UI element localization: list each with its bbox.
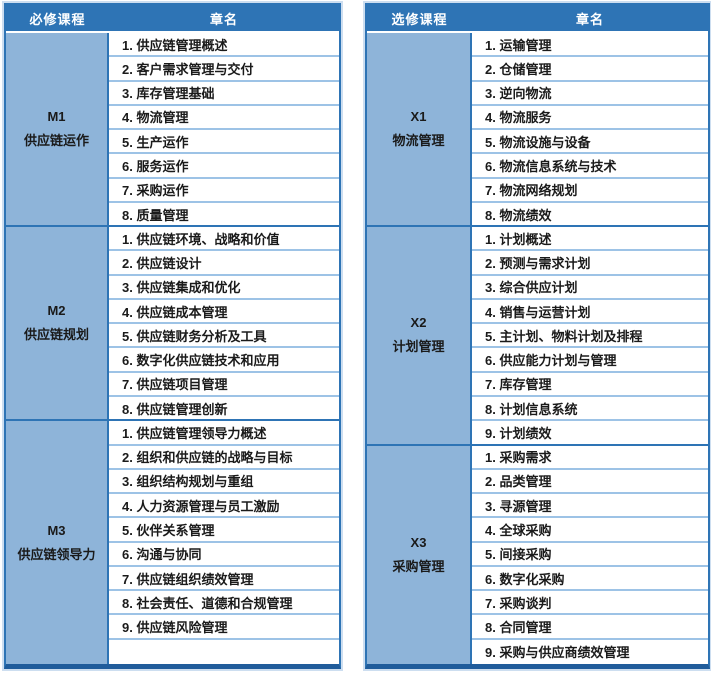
chapter-cell: 3. 供应链集成和优化 bbox=[109, 275, 339, 300]
chapter-cell: 9. 供应链风险管理 bbox=[109, 615, 339, 640]
section-name: 采购管理 bbox=[392, 558, 445, 574]
chapter-cell: 4. 人力资源管理与员工激励 bbox=[109, 494, 339, 519]
chapter-cell: 4. 物流管理 bbox=[109, 105, 339, 131]
section-code: M3 bbox=[47, 522, 66, 538]
chapter-cell: 9. 采购与供应商绩效管理 bbox=[472, 639, 708, 664]
section-name: 计划管理 bbox=[392, 339, 445, 355]
section-code: X3 bbox=[410, 534, 427, 550]
chapter-cell: 1. 运输管理 bbox=[472, 33, 708, 58]
chapter-cell: 2. 预测与需求计划 bbox=[472, 251, 708, 276]
chapter-cell: 6. 供应能力计划与管理 bbox=[472, 348, 708, 373]
elective-courses-table: 选修课程 章名 X1 物流管理 1. 运输管理 2. 仓储管理 3. 逆向物流 4. 物流服务… bbox=[365, 3, 710, 669]
chapter-cell: 7. 物流网络规划 bbox=[472, 178, 708, 203]
chapter-cell: 2. 供应链设计 bbox=[109, 251, 339, 276]
section-code: M1 bbox=[47, 109, 66, 125]
chapter-cell: 3. 寻源管理 bbox=[472, 494, 708, 519]
required-courses-table: 必修课程 章名 M1 供应链运作 1. 供应链管理概述 2. 客户需求管理与交付 3. 库存… bbox=[4, 3, 341, 669]
chapter-cell: 1. 供应链环境、战略和价值 bbox=[109, 227, 339, 252]
chapter-cell: 8. 合同管理 bbox=[472, 615, 708, 640]
course-column-header: 选修课程 bbox=[367, 5, 472, 33]
chapter-cell: 7. 库存管理 bbox=[472, 372, 708, 398]
chapter-column-header: 章名 bbox=[472, 5, 708, 33]
chapter-cell: 7. 采购运作 bbox=[109, 178, 339, 203]
chapter-cell: 5. 伙伴关系管理 bbox=[109, 518, 339, 543]
chapter-cell bbox=[109, 639, 339, 664]
section-name: 物流管理 bbox=[392, 133, 445, 149]
chapter-cell: 5. 物流设施与设备 bbox=[472, 130, 708, 155]
chapter-cell: 8. 物流绩效 bbox=[472, 202, 708, 228]
chapter-cell: 3. 逆向物流 bbox=[472, 81, 708, 106]
chapter-cell: 5. 生产运作 bbox=[109, 130, 339, 155]
section-name: 供应链运作 bbox=[23, 133, 89, 149]
chapter-cell: 8. 计划信息系统 bbox=[472, 397, 708, 422]
chapter-cell: 1. 计划概述 bbox=[472, 227, 708, 252]
chapter-cell: 3. 库存管理基础 bbox=[109, 81, 339, 106]
section-code: M2 bbox=[47, 303, 66, 319]
section-label-cell: M3 供应链领导力 bbox=[6, 421, 109, 664]
chapter-cell: 5. 主计划、物料计划及排程 bbox=[472, 324, 708, 349]
section-label-cell: M2 供应链规划 bbox=[6, 227, 109, 422]
chapter-cell: 9. 计划绩效 bbox=[472, 421, 708, 446]
chapter-cell: 8. 供应链管理创新 bbox=[109, 397, 339, 422]
course-column-header: 必修课程 bbox=[6, 5, 109, 33]
chapter-cell: 2. 仓储管理 bbox=[472, 57, 708, 82]
chapter-cell: 6. 数字化采购 bbox=[472, 566, 708, 592]
chapter-cell: 8. 质量管理 bbox=[109, 202, 339, 228]
chapter-cell: 6. 物流信息系统与技术 bbox=[472, 154, 708, 179]
chapter-cell: 4. 销售与运营计划 bbox=[472, 299, 708, 325]
chapter-cell: 6. 数字化供应链技术和应用 bbox=[109, 348, 339, 373]
chapter-cell: 7. 供应链组织绩效管理 bbox=[109, 566, 339, 592]
section-label-cell: X1 物流管理 bbox=[367, 33, 472, 228]
chapter-column-header: 章名 bbox=[109, 5, 339, 33]
section-name: 供应链领导力 bbox=[17, 546, 96, 562]
chapter-cell: 1. 供应链管理概述 bbox=[109, 33, 339, 58]
section-name: 供应链规划 bbox=[23, 327, 89, 343]
section-label-cell: X2 计划管理 bbox=[367, 227, 472, 446]
chapter-cell: 4. 全球采购 bbox=[472, 518, 708, 543]
section-label-cell: M1 供应链运作 bbox=[6, 33, 109, 228]
chapter-cell: 7. 供应链项目管理 bbox=[109, 372, 339, 398]
chapter-cell: 1. 供应链管理领导力概述 bbox=[109, 421, 339, 446]
chapter-cell: 3. 组织结构规划与重组 bbox=[109, 469, 339, 495]
chapter-cell: 1. 采购需求 bbox=[472, 445, 708, 470]
section-code: X2 bbox=[410, 315, 427, 331]
chapter-cell: 5. 间接采购 bbox=[472, 542, 708, 567]
section-label-cell: X3 采购管理 bbox=[367, 445, 472, 664]
chapter-cell: 6. 沟通与协同 bbox=[109, 542, 339, 567]
chapter-cell: 2. 组织和供应链的战略与目标 bbox=[109, 445, 339, 470]
chapter-cell: 7. 采购谈判 bbox=[472, 591, 708, 616]
chapter-cell: 4. 供应链成本管理 bbox=[109, 299, 339, 325]
chapter-cell: 6. 服务运作 bbox=[109, 154, 339, 179]
chapter-cell: 4. 物流服务 bbox=[472, 105, 708, 131]
chapter-cell: 5. 供应链财务分析及工具 bbox=[109, 324, 339, 349]
chapter-cell: 2. 品类管理 bbox=[472, 469, 708, 495]
section-code: X1 bbox=[410, 109, 427, 125]
chapter-cell: 8. 社会责任、道德和合规管理 bbox=[109, 591, 339, 616]
chapter-cell: 3. 综合供应计划 bbox=[472, 275, 708, 300]
chapter-cell: 2. 客户需求管理与交付 bbox=[109, 57, 339, 82]
